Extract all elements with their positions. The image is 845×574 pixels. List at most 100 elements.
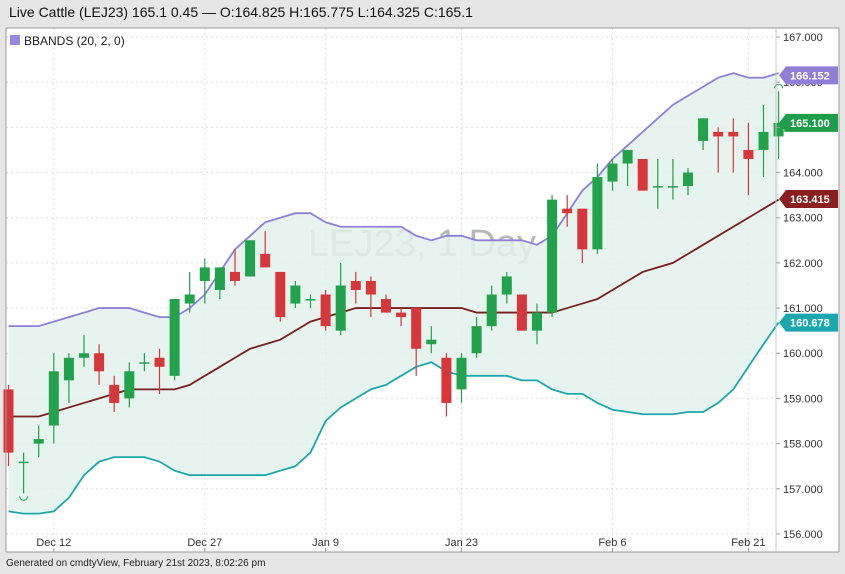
candle: [290, 280, 301, 309]
candle: [456, 353, 467, 403]
legend[interactable]: BBANDS (20, 2, 0): [10, 34, 125, 48]
candle-body: [260, 253, 271, 268]
candle-body: [18, 461, 29, 464]
candle: [350, 271, 361, 304]
candle-body: [184, 294, 195, 304]
candle-body: [230, 271, 240, 281]
candle: [562, 195, 573, 227]
candle-body: [154, 357, 165, 367]
candle: [773, 91, 784, 159]
band-fill: [8, 73, 779, 514]
candle-body: [396, 312, 407, 318]
candle-body: [214, 267, 225, 290]
candle-body: [94, 353, 105, 372]
candle: [396, 308, 407, 327]
candle: [532, 303, 542, 345]
candle-body: [516, 294, 527, 331]
y-tick-label: 161.000: [783, 303, 823, 315]
candle: [335, 262, 346, 336]
candle-body: [33, 439, 44, 444]
candle: [547, 195, 558, 318]
candle: [592, 163, 603, 254]
y-tick-label: 160.000: [783, 348, 823, 360]
price-tag-label: 163.415: [790, 194, 830, 206]
candle: [471, 317, 482, 358]
x-axis: Dec 12 Dec 27 Jan 9 Jan 23 Feb 6 Feb 21: [36, 537, 766, 552]
candle: [3, 384, 14, 467]
candle: [426, 326, 437, 354]
candle: [63, 353, 74, 403]
candle-body: [607, 163, 618, 182]
candle-body: [577, 208, 588, 250]
chart-title: Live Cattle (LEJ23) 165.1 0.45 — O:164.8…: [9, 4, 473, 20]
candle-body: [501, 276, 512, 295]
candle: [577, 208, 588, 263]
footer-text: Generated on cmdtyView, February 21st 20…: [6, 558, 266, 569]
x-tick-label: Jan 23: [445, 537, 478, 549]
candle-body: [713, 131, 724, 137]
x-tick-label: Dec 27: [187, 537, 222, 549]
candle-body: [698, 118, 709, 141]
x-tick-label: Jan 9: [312, 537, 339, 549]
candle: [199, 258, 210, 304]
candle-body: [79, 353, 89, 358]
candle-body: [275, 271, 286, 318]
lower-band-line: [8, 322, 780, 515]
candle: [154, 348, 165, 394]
candle-body: [743, 149, 754, 159]
candle: [486, 285, 497, 331]
price-tag-shape: [779, 313, 838, 332]
candle: [411, 308, 422, 376]
candle: [381, 294, 391, 313]
candle: [652, 159, 663, 209]
candle: [109, 375, 120, 412]
candle-body: [335, 285, 346, 331]
candle-body: [109, 384, 120, 403]
price-tag-label: 165.100: [790, 118, 830, 130]
axis-background: [776, 28, 839, 552]
x-tick-label: Feb 21: [731, 537, 765, 549]
candle-body: [441, 357, 452, 403]
y-tick-label: 162.000: [783, 258, 823, 270]
candle: [501, 271, 512, 304]
candle: [441, 353, 452, 417]
y-tick-label: 156.000: [783, 529, 823, 541]
middle-band-line: [8, 198, 780, 418]
price-tag: 163.415: [779, 189, 838, 208]
candle: [124, 362, 135, 408]
candle-body: [365, 280, 376, 295]
price-tags: 166.152 165.100 163.415 160.678: [779, 66, 838, 332]
candle-body: [532, 312, 542, 331]
candle-body: [622, 149, 633, 164]
y-tick-label: 163.000: [783, 213, 823, 225]
y-tick-label: 158.000: [783, 439, 823, 451]
candle: [184, 271, 195, 313]
candle-body: [486, 294, 497, 327]
candle-body: [245, 240, 256, 277]
candle: [667, 159, 678, 200]
candle-body: [562, 208, 573, 214]
candle: [713, 127, 724, 173]
candle-body: [773, 122, 784, 137]
candle: [260, 231, 271, 268]
bollinger-bands: [8, 72, 780, 515]
candle: [169, 299, 180, 381]
candle: [698, 118, 709, 150]
candle-body: [350, 280, 361, 290]
candle-body: [139, 362, 150, 364]
candle: [275, 271, 286, 322]
candle-body: [728, 131, 739, 137]
legend-swatch: [10, 35, 20, 45]
price-tag-label: 160.678: [790, 318, 830, 330]
candle: [516, 294, 527, 331]
candle-body: [3, 389, 14, 453]
candle-body: [320, 294, 331, 327]
x-tick-label: Feb 6: [598, 537, 626, 549]
candle-body: [411, 308, 422, 349]
candle: [320, 290, 331, 331]
y-tick-label: 167.000: [783, 32, 823, 44]
candle: [33, 425, 44, 458]
candle-body: [758, 131, 769, 150]
